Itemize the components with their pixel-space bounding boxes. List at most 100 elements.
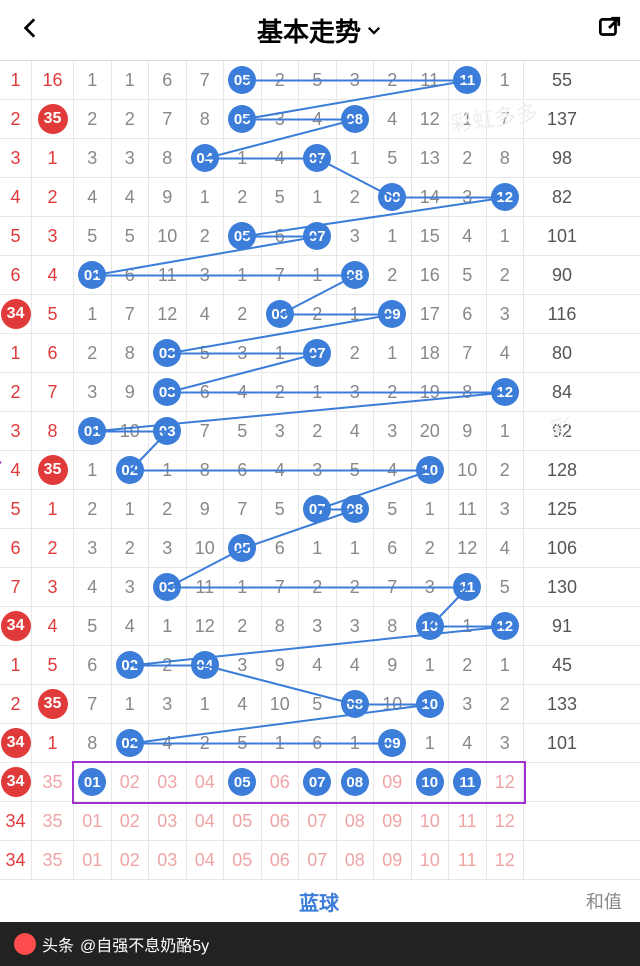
blue-cell: 2 — [149, 646, 187, 684]
blue-cell: 2 — [112, 100, 150, 138]
blue-cell: 1 — [112, 61, 150, 99]
blue-cell: 10 — [412, 607, 450, 645]
red-number: 2 — [32, 529, 74, 567]
table-row: 3435010203040506070809101112 — [0, 763, 640, 802]
row-index: 34 — [0, 802, 32, 840]
blue-cell: 7 — [74, 685, 112, 723]
red-number: 6 — [32, 334, 74, 372]
blue-cell: 10 — [412, 451, 450, 489]
blue-cell: 2 — [224, 607, 262, 645]
table-row: 64016113171082165290 — [0, 256, 640, 295]
blue-cell: 3 — [487, 490, 525, 528]
blue-cell: 08 — [337, 100, 375, 138]
blue-cell: 02 — [112, 841, 150, 879]
blue-cell: 3 — [74, 529, 112, 567]
row-index: 34 — [0, 607, 32, 645]
blue-cell: 10 — [412, 763, 450, 801]
blue-cell: 04 — [187, 802, 225, 840]
blue-cell: 6 — [262, 529, 300, 567]
blue-cell: 08 — [337, 490, 375, 528]
blue-cell: 08 — [337, 841, 375, 879]
blue-cell: 01 — [74, 802, 112, 840]
table-row: 73430311172273115130 — [0, 568, 640, 607]
blue-cell: 2 — [262, 61, 300, 99]
blue-cell: 4 — [449, 724, 487, 762]
blue-cell: 09 — [374, 295, 412, 333]
table-row: 3451712420621091763116 — [0, 295, 640, 334]
blue-cell: 4 — [337, 412, 375, 450]
sum-cell: 130 — [524, 568, 600, 606]
blue-cell: 08 — [337, 802, 375, 840]
table-row: 2739036421321981284 — [0, 373, 640, 412]
blue-cell: 02 — [112, 763, 150, 801]
blue-cell: 12 — [487, 841, 525, 879]
blue-cell: 9 — [374, 646, 412, 684]
red-number: 7 — [32, 373, 74, 411]
blue-cell: 19 — [412, 373, 450, 411]
blue-cell: 3 — [299, 607, 337, 645]
blue-cell: 1 — [487, 61, 525, 99]
blue-cell: 1 — [374, 334, 412, 372]
blue-cell: 1 — [262, 334, 300, 372]
table-row: 38011003753243209192 — [0, 412, 640, 451]
row-index: 6 — [0, 256, 32, 294]
blue-cell: 6 — [224, 451, 262, 489]
blue-cell: 5 — [374, 139, 412, 177]
blue-cell: 4 — [299, 100, 337, 138]
blue-cell: 10 — [187, 529, 225, 567]
blue-cell: 03 — [149, 802, 187, 840]
blue-cell: 5 — [374, 490, 412, 528]
blue-cell: 7 — [262, 256, 300, 294]
blue-cell: 2 — [262, 373, 300, 411]
red-number: 4 — [32, 607, 74, 645]
blue-cell: 2 — [299, 295, 337, 333]
blue-cell: 10 — [449, 451, 487, 489]
blue-cell: 1 — [112, 490, 150, 528]
row-index: 3 — [0, 139, 32, 177]
blue-cell: 02 — [112, 724, 150, 762]
footer-prefix: 头条 — [42, 932, 74, 956]
blue-cell: 2 — [299, 568, 337, 606]
share-icon[interactable] — [596, 15, 622, 46]
blue-cell: 1 — [224, 256, 262, 294]
blue-cell: 1 — [337, 529, 375, 567]
blue-cell: 05 — [224, 802, 262, 840]
blue-cell: 8 — [187, 100, 225, 138]
blue-cell: 3 — [487, 724, 525, 762]
page-title[interactable]: 基本走势 — [257, 12, 383, 49]
blue-cell: 5 — [224, 412, 262, 450]
blue-cell: 3 — [149, 685, 187, 723]
red-number: 35 — [32, 802, 74, 840]
row-index: 4 — [0, 178, 32, 216]
blue-cell: 07 — [299, 217, 337, 255]
blue-cell: 6 — [74, 646, 112, 684]
blue-cell: 3 — [224, 646, 262, 684]
blue-cell: 1 — [187, 178, 225, 216]
blue-cell: 2 — [112, 529, 150, 567]
blue-cell: 10 — [412, 802, 450, 840]
blue-cell: 9 — [187, 490, 225, 528]
blue-cell: 7 — [374, 568, 412, 606]
blue-cell: 1 — [337, 139, 375, 177]
blue-cell: 2 — [74, 334, 112, 372]
red-number: 35 — [32, 100, 74, 138]
back-icon[interactable] — [18, 15, 44, 46]
row-index: 7 — [0, 568, 32, 606]
blue-label: 蓝球 — [70, 887, 568, 916]
red-number: 5 — [32, 646, 74, 684]
blue-cell: 2 — [374, 373, 412, 411]
blue-cell: 5 — [337, 451, 375, 489]
row-index: 1 — [0, 646, 32, 684]
blue-cell: 04 — [187, 841, 225, 879]
red-number: 4 — [32, 256, 74, 294]
blue-cell: 3 — [337, 217, 375, 255]
blue-cell: 4 — [112, 178, 150, 216]
sum-cell: 45 — [524, 646, 600, 684]
row-index: 4 — [0, 451, 32, 489]
table-row: 1628035310721187480 — [0, 334, 640, 373]
blue-cell: 1 — [224, 568, 262, 606]
blue-cell: 14 — [412, 178, 450, 216]
blue-cell: 07 — [299, 334, 337, 372]
blue-cell: 1 — [449, 607, 487, 645]
row-index: 6 — [0, 529, 32, 567]
